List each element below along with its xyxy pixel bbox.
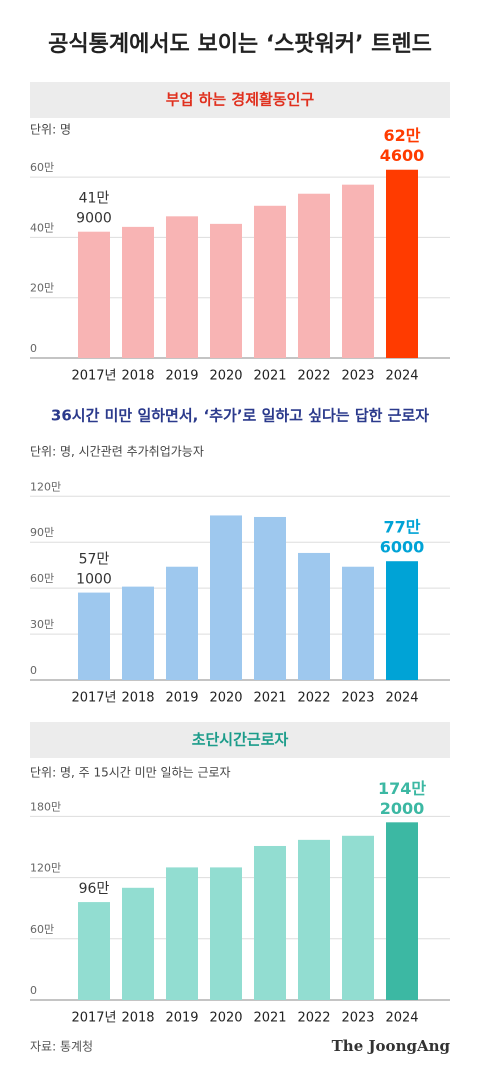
title-band [30,82,450,118]
x-tick-label: 2022 [297,691,330,706]
bar [166,867,198,1000]
value-label: 41만 [79,191,110,207]
y-tick-label: 40만 [30,221,54,234]
y-tick-label: 0 [30,664,37,677]
y-tick-label: 0 [30,984,37,997]
x-tick-label: 2020 [209,369,242,384]
unit-note: 단위: 명, 주 15시간 미만 일하는 근로자 [30,766,231,780]
title-band [30,722,450,758]
chart-title: 36시간 미만 일하면서, ‘추가’로 일하고 싶다는 답한 근로자 [51,407,429,425]
bar [342,566,374,680]
y-tick-label: 60만 [30,572,54,585]
x-tick-label: 2022 [297,369,330,384]
bar [386,822,418,1000]
x-tick-label: 2024 [385,369,418,384]
y-tick-label: 120만 [30,480,61,493]
y-tick-label: 30만 [30,618,54,631]
bar [386,561,418,680]
value-label: 1000 [76,572,112,588]
x-tick-label: 2017년 [71,369,116,384]
x-tick-label: 2022 [297,1011,330,1026]
y-tick-label: 60만 [30,923,54,936]
bar [342,835,374,1000]
bar [210,515,242,680]
value-label: 77만 [384,518,421,537]
bar [78,902,110,1000]
bar [386,169,418,358]
x-tick-label: 2020 [209,1011,242,1026]
value-label: 2000 [380,799,425,818]
x-tick-label: 2021 [253,691,286,706]
value-label: 62만 [384,126,421,145]
x-tick-label: 2021 [253,1011,286,1026]
source: 자료: 통계청 [30,1040,93,1054]
bar [122,586,154,680]
y-tick-label: 180만 [30,800,61,813]
y-tick-label: 20만 [30,282,54,295]
x-tick-label: 2018 [121,691,154,706]
value-label: 9000 [76,211,112,227]
x-tick-label: 2017년 [71,691,116,706]
x-tick-label: 2023 [341,369,374,384]
bar [210,867,242,1000]
x-tick-label: 2024 [385,691,418,706]
page-title: 공식통계에서도 보이는 ‘스팟워커’ 트렌드 [48,32,432,57]
value-label: 6000 [380,538,425,557]
x-tick-label: 2018 [121,369,154,384]
unit-note: 단위: 명, 시간관련 추가취업가능자 [30,445,204,459]
bar [166,566,198,680]
bar [78,592,110,680]
chart-title: 초단시간근로자 [192,731,289,749]
y-tick-label: 120만 [30,862,61,875]
value-label: 174만 [378,779,426,798]
bar [298,193,330,358]
value-label: 4600 [380,146,425,165]
chart-title: 부업 하는 경제활동인구 [166,91,315,109]
x-tick-label: 2017년 [71,1011,116,1026]
bar [122,226,154,358]
x-tick-label: 2023 [341,691,374,706]
x-tick-label: 2023 [341,1011,374,1026]
bar [298,552,330,680]
bar [122,887,154,1000]
y-tick-label: 60만 [30,161,54,174]
bar [254,845,286,1000]
unit-note: 단위: 명 [30,123,71,137]
x-tick-label: 2019 [165,691,198,706]
x-tick-label: 2019 [165,369,198,384]
bar [78,231,110,358]
y-tick-label: 90만 [30,526,54,539]
logo: The JoongAng [332,1037,451,1055]
bar [166,216,198,358]
x-tick-label: 2018 [121,1011,154,1026]
bar [298,839,330,1000]
x-tick-label: 2020 [209,691,242,706]
x-tick-label: 2024 [385,1011,418,1026]
bar [210,223,242,358]
y-tick-label: 0 [30,342,37,355]
x-tick-label: 2019 [165,1011,198,1026]
value-label: 96만 [79,881,110,897]
bar [254,516,286,680]
bar [254,205,286,358]
x-tick-label: 2021 [253,369,286,384]
bar [342,184,374,358]
value-label: 57만 [79,552,110,568]
